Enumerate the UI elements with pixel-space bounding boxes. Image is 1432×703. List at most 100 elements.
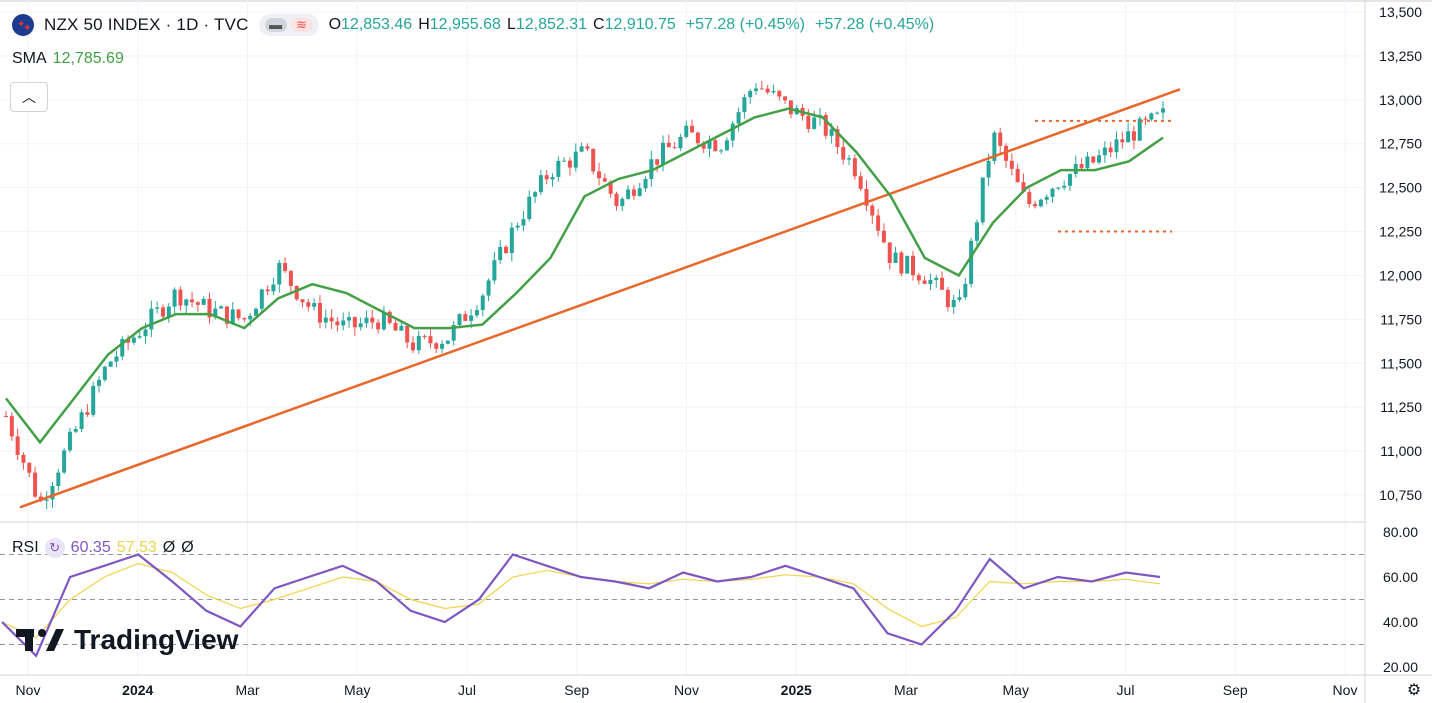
candle-body bbox=[300, 299, 305, 303]
candle-body bbox=[399, 325, 404, 331]
candle-body bbox=[213, 308, 218, 318]
candle-body bbox=[1015, 168, 1020, 183]
rsi-tick-label: 40.00 bbox=[1383, 614, 1418, 630]
candle-body bbox=[492, 260, 497, 281]
price-axis[interactable]: 13,500 13,250 13,000 12,750 12,500 12,250 12,0… bbox=[1379, 4, 1422, 503]
indicator-toggle[interactable]: ▬ ≋ bbox=[258, 14, 319, 36]
candle-body bbox=[521, 219, 526, 226]
sma-value: 12,785.69 bbox=[52, 50, 124, 67]
wave-icon[interactable]: ≋ bbox=[290, 18, 313, 32]
candle-body bbox=[457, 314, 462, 325]
candle-body bbox=[847, 158, 852, 160]
candle-body bbox=[812, 117, 817, 129]
candle-body bbox=[783, 96, 788, 101]
candle-body bbox=[986, 160, 991, 178]
chevron-up-icon: ︿ bbox=[22, 89, 36, 105]
candle-body bbox=[1102, 147, 1107, 156]
candle-body bbox=[591, 148, 596, 172]
candle-body bbox=[678, 136, 683, 149]
tradingview-logo[interactable]: TradingView bbox=[16, 624, 238, 656]
time-axis[interactable]: Nov 2024 Mar May Jul Sep Nov 2025 Mar May Jul Sep No… bbox=[16, 682, 1358, 698]
time-tick-label: Nov bbox=[16, 682, 41, 698]
candle-body bbox=[149, 308, 154, 330]
rsi-legend[interactable]: RSI ↻ 60.35 57.53 Ø Ø bbox=[12, 538, 194, 558]
candle-body bbox=[1004, 145, 1009, 161]
candle-body bbox=[928, 279, 933, 284]
time-tick-label: 2024 bbox=[122, 682, 153, 698]
rsi-line bbox=[1, 553, 1161, 658]
candle-body bbox=[695, 132, 700, 144]
candle-body bbox=[538, 175, 543, 193]
sma-legend[interactable]: SMA 12,785.69 bbox=[12, 50, 124, 68]
candle-body bbox=[21, 454, 26, 463]
price-change-secondary: +57.28 (+0.45%) bbox=[815, 16, 935, 33]
candle-body bbox=[294, 285, 299, 300]
time-tick-label: 2025 bbox=[781, 682, 812, 698]
candle-body bbox=[934, 277, 939, 280]
candle-body bbox=[1137, 118, 1142, 141]
candle-body bbox=[881, 230, 886, 243]
candles bbox=[4, 80, 1165, 510]
candle-body bbox=[56, 472, 61, 487]
candle-body bbox=[155, 307, 160, 309]
ohlc-values: O12,853.46 H12,955.68 L12,852.31 C12,910… bbox=[328, 16, 676, 33]
collapse-legend-button[interactable]: ︿ bbox=[10, 82, 48, 112]
rsi-tick-label: 80.00 bbox=[1383, 524, 1418, 540]
candle-body bbox=[33, 472, 38, 497]
price-tick-label: 13,000 bbox=[1379, 92, 1422, 108]
candle-body bbox=[370, 317, 375, 323]
candle-body bbox=[602, 178, 607, 182]
candle-body bbox=[236, 309, 241, 319]
candle-body bbox=[736, 112, 741, 124]
sma-label: SMA bbox=[12, 50, 47, 67]
candle-body bbox=[980, 177, 985, 223]
candle-body bbox=[666, 142, 671, 148]
candle-body bbox=[195, 302, 200, 305]
candle-body bbox=[248, 315, 253, 320]
candle-body bbox=[469, 315, 474, 321]
candle-body bbox=[759, 88, 764, 90]
candle-body bbox=[631, 189, 636, 196]
price-tick-label: 11,500 bbox=[1380, 355, 1422, 371]
candle-body bbox=[190, 299, 195, 303]
candle-body bbox=[1091, 156, 1096, 163]
candle-body bbox=[1050, 188, 1055, 197]
candle-body bbox=[1009, 160, 1014, 169]
candle-body bbox=[823, 114, 828, 136]
chart-settings-icon[interactable]: ⚙ bbox=[1406, 682, 1422, 699]
candle-body bbox=[870, 205, 875, 216]
candle-body bbox=[97, 379, 102, 386]
candle-body bbox=[1155, 112, 1160, 114]
candle-body bbox=[27, 462, 32, 473]
price-tick-label: 10,750 bbox=[1379, 487, 1422, 503]
candle-body bbox=[992, 132, 997, 161]
candle-body bbox=[498, 246, 503, 261]
candle-body bbox=[637, 188, 642, 196]
price-tick-label: 11,000 bbox=[1380, 443, 1422, 459]
candle-body bbox=[899, 252, 904, 274]
candle-body bbox=[126, 339, 131, 343]
candle-body bbox=[963, 283, 968, 298]
candle-body bbox=[945, 289, 950, 308]
candle-body bbox=[1108, 147, 1113, 153]
candle-body bbox=[137, 336, 142, 338]
candle-body bbox=[969, 240, 974, 284]
chart-header: ✦ ✦ NZX 50 INDEX · 1D · TVC ▬ ≋ O12,853.4… bbox=[12, 12, 934, 38]
rsi-extra-2: Ø bbox=[181, 539, 194, 556]
candle-body bbox=[974, 222, 979, 241]
candle-body bbox=[224, 306, 229, 324]
candle-body bbox=[160, 307, 165, 317]
candle-body bbox=[922, 280, 927, 284]
candle-body bbox=[533, 192, 538, 197]
candle-body bbox=[73, 429, 78, 432]
candle-body bbox=[910, 255, 915, 276]
price-tick-label: 13,500 bbox=[1379, 4, 1422, 20]
candle-body bbox=[317, 302, 322, 323]
rsi-settings-icon[interactable]: ↻ bbox=[44, 538, 65, 558]
candle-body bbox=[515, 225, 520, 228]
symbol-title[interactable]: NZX 50 INDEX · 1D · TVC bbox=[44, 15, 249, 34]
candle-body bbox=[724, 140, 729, 151]
hide-icon[interactable]: ▬ bbox=[264, 18, 287, 32]
rsi-axis[interactable]: 80.00 60.00 40.00 20.00 bbox=[1383, 524, 1418, 675]
